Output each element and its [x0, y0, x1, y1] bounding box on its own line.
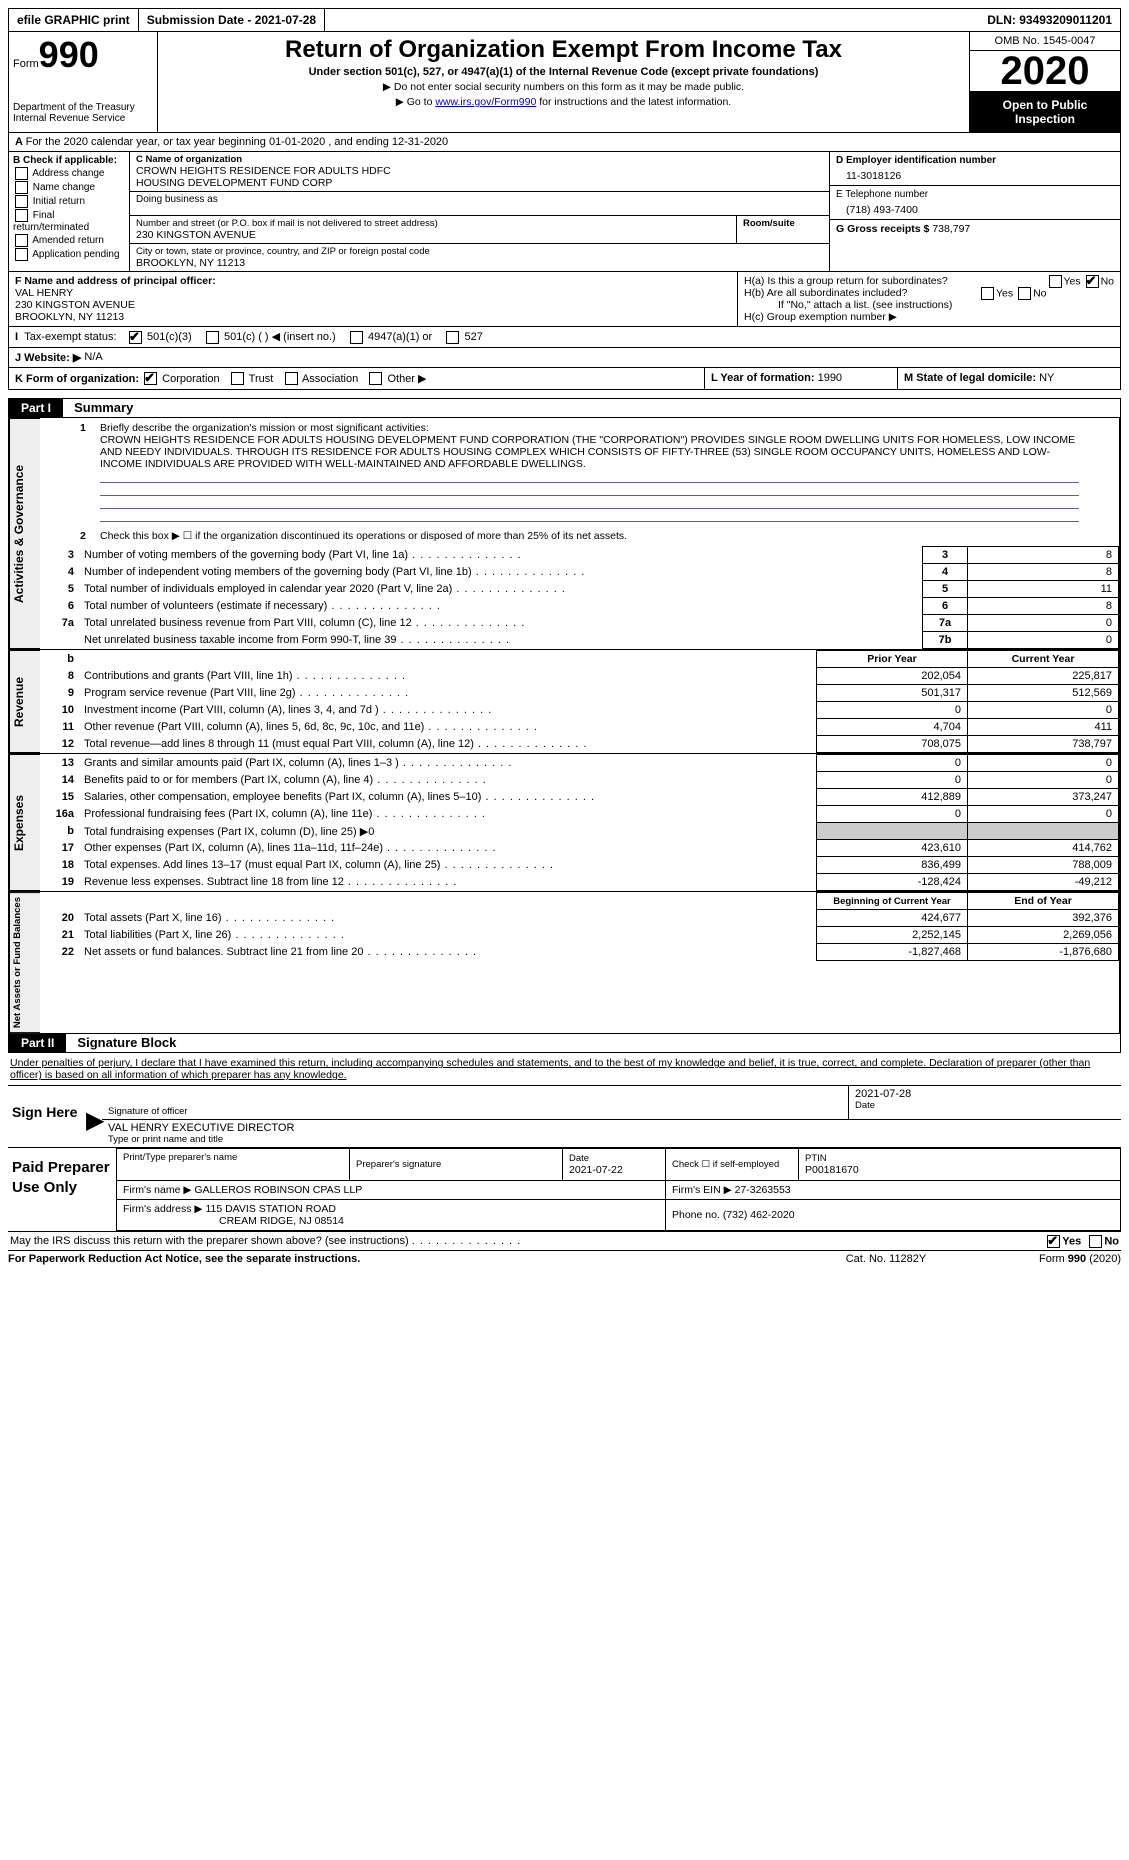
page-footer: For Paperwork Reduction Act Notice, see …	[8, 1251, 1121, 1265]
line-19: 19Revenue less expenses. Subtract line 1…	[40, 874, 1119, 891]
fh-row: F Name and address of principal officer:…	[9, 272, 1120, 327]
line-15: 15Salaries, other compensation, employee…	[40, 789, 1119, 806]
section-l: L Year of formation: 1990	[705, 368, 898, 390]
tax-status-opt-2[interactable]: 4947(a)(1) or	[348, 331, 444, 343]
org-city: BROOKLYN, NY 11213	[136, 257, 823, 269]
form-header: Form990 Department of the Treasury Inter…	[8, 32, 1121, 133]
org-name-1: CROWN HEIGHTS RESIDENCE FOR ADULTS HDFC	[136, 165, 823, 177]
paid-preparer-block: Paid Preparer Use Only Print/Type prepar…	[8, 1148, 1121, 1232]
summary-line-3: 3Number of voting members of the governi…	[40, 547, 1119, 564]
entity-block: B Check if applicable: Address change Na…	[8, 152, 1121, 272]
line-12: 12Total revenue—add lines 8 through 11 (…	[40, 736, 1119, 753]
vtab-net-assets: Net Assets or Fund Balances	[9, 892, 40, 1033]
section-k: K Form of organization: Corporation Trus…	[9, 368, 705, 390]
vtab-activities: Activities & Governance	[9, 418, 40, 649]
form-number: Form990	[13, 34, 153, 76]
tax-year: 2020	[970, 51, 1120, 92]
checkbox-final-return-terminated[interactable]: Final return/terminated	[13, 209, 125, 233]
summary-line-7a: 7aTotal unrelated business revenue from …	[40, 615, 1119, 632]
open-inspection: Open to Public Inspection	[970, 92, 1120, 132]
line-22: 22Net assets or fund balances. Subtract …	[40, 944, 1119, 961]
line-13: 13Grants and similar amounts paid (Part …	[40, 755, 1119, 772]
summary-line-5: 5Total number of individuals employed in…	[40, 581, 1119, 598]
klm-row: K Form of organization: Corporation Trus…	[8, 368, 1121, 391]
dept-treasury: Department of the Treasury	[13, 102, 153, 113]
line-10: 10Investment income (Part VIII, column (…	[40, 702, 1119, 719]
vtab-revenue: Revenue	[9, 650, 40, 753]
room-suite-label: Room/suite	[737, 216, 829, 243]
org-form-opt-0[interactable]: Corporation	[142, 373, 226, 385]
dln: DLN: 93493209011201	[979, 9, 1120, 31]
top-bar: efile GRAPHIC print Submission Date - 20…	[8, 8, 1121, 32]
line-14: 14Benefits paid to or for members (Part …	[40, 772, 1119, 789]
phone: (718) 493-7400	[836, 200, 1114, 216]
org-form-opt-3[interactable]: Other ▶	[364, 373, 432, 385]
irs-label: Internal Revenue Service	[13, 113, 153, 124]
checkbox-address-change[interactable]: Address change	[13, 167, 125, 180]
irs-link[interactable]: www.irs.gov/Form990	[435, 96, 536, 108]
gross-receipts: G Gross receipts $ 738,797	[830, 220, 1120, 238]
checkbox-amended-return[interactable]: Amended return	[13, 234, 125, 247]
line-18: 18Total expenses. Add lines 13–17 (must …	[40, 857, 1119, 874]
section-defg: D Employer identification number 11-3018…	[830, 152, 1120, 271]
row-a-tax-year: A For the 2020 calendar year, or tax yea…	[8, 133, 1121, 152]
mission-q1: 1 Briefly describe the organization's mi…	[40, 418, 1119, 526]
org-form-opt-1[interactable]: Trust	[226, 373, 280, 385]
form-title: Return of Organization Exempt From Incom…	[164, 36, 963, 64]
org-form-opt-2[interactable]: Association	[279, 373, 364, 385]
tax-status-opt-1[interactable]: 501(c) ( ) ◀ (insert no.)	[204, 331, 348, 343]
line-11: 11Other revenue (Part VIII, column (A), …	[40, 719, 1119, 736]
ein: 11-3018126	[836, 166, 1114, 182]
checkbox-initial-return[interactable]: Initial return	[13, 195, 125, 208]
vtab-expenses: Expenses	[9, 754, 40, 891]
section-h: H(a) Is this a group return for subordin…	[737, 272, 1120, 326]
section-c: C Name of organization CROWN HEIGHTS RES…	[130, 152, 830, 271]
submission-date: Submission Date - 2021-07-28	[139, 9, 325, 31]
efile-label: efile GRAPHIC print	[9, 9, 139, 31]
org-address: 230 KINGSTON AVENUE	[136, 229, 730, 241]
line-16a: 16aProfessional fundraising fees (Part I…	[40, 806, 1119, 823]
discuss-row: May the IRS discuss this return with the…	[8, 1232, 1121, 1251]
sign-here-block: Sign Here ▶ Signature of officer 2021-07…	[8, 1086, 1121, 1148]
tax-status-opt-3[interactable]: 527	[444, 331, 495, 343]
summary-line-4: 4Number of independent voting members of…	[40, 564, 1119, 581]
line-21: 21Total liabilities (Part X, line 26)2,2…	[40, 927, 1119, 944]
row-j-website: J Website: ▶ N/A	[8, 348, 1121, 368]
perjury-declaration: Under penalties of perjury, I declare th…	[8, 1053, 1121, 1086]
form-subtitle: Under section 501(c), 527, or 4947(a)(1)…	[164, 66, 963, 78]
checkbox-name-change[interactable]: Name change	[13, 181, 125, 194]
line-9: 9Program service revenue (Part VIII, lin…	[40, 685, 1119, 702]
tax-status-opt-0[interactable]: 501(c)(3)	[127, 331, 204, 343]
q2-checkbox-line: 2Check this box ▶ ☐ if the organization …	[40, 526, 1119, 546]
goto-note: ▶ Go to www.irs.gov/Form990 for instruct…	[164, 96, 963, 108]
section-b: B Check if applicable: Address change Na…	[9, 152, 130, 271]
line-17: 17Other expenses (Part IX, column (A), l…	[40, 840, 1119, 857]
org-name-2: HOUSING DEVELOPMENT FUND CORP	[136, 177, 823, 189]
summary-line-6: 6Total number of volunteers (estimate if…	[40, 598, 1119, 615]
section-f: F Name and address of principal officer:…	[9, 272, 737, 326]
line-8: 8Contributions and grants (Part VIII, li…	[40, 668, 1119, 685]
sign-arrow-icon: ▶	[86, 1086, 102, 1147]
row-i-tax-status: I Tax-exempt status: 501(c)(3) 501(c) ( …	[8, 327, 1121, 348]
ssn-note: ▶ Do not enter social security numbers o…	[164, 81, 963, 93]
summary-line-7b: Net unrelated business taxable income fr…	[40, 632, 1119, 649]
part-ii: Part II Signature Block	[8, 1034, 1121, 1053]
line-b: bTotal fundraising expenses (Part IX, co…	[40, 823, 1119, 840]
checkbox-application-pending[interactable]: Application pending	[13, 248, 125, 261]
part-i: Part I Summary Activities & Governance 1…	[8, 398, 1121, 1034]
section-m: M State of legal domicile: NY	[898, 368, 1120, 390]
line-20: 20Total assets (Part X, line 16)424,6773…	[40, 910, 1119, 927]
